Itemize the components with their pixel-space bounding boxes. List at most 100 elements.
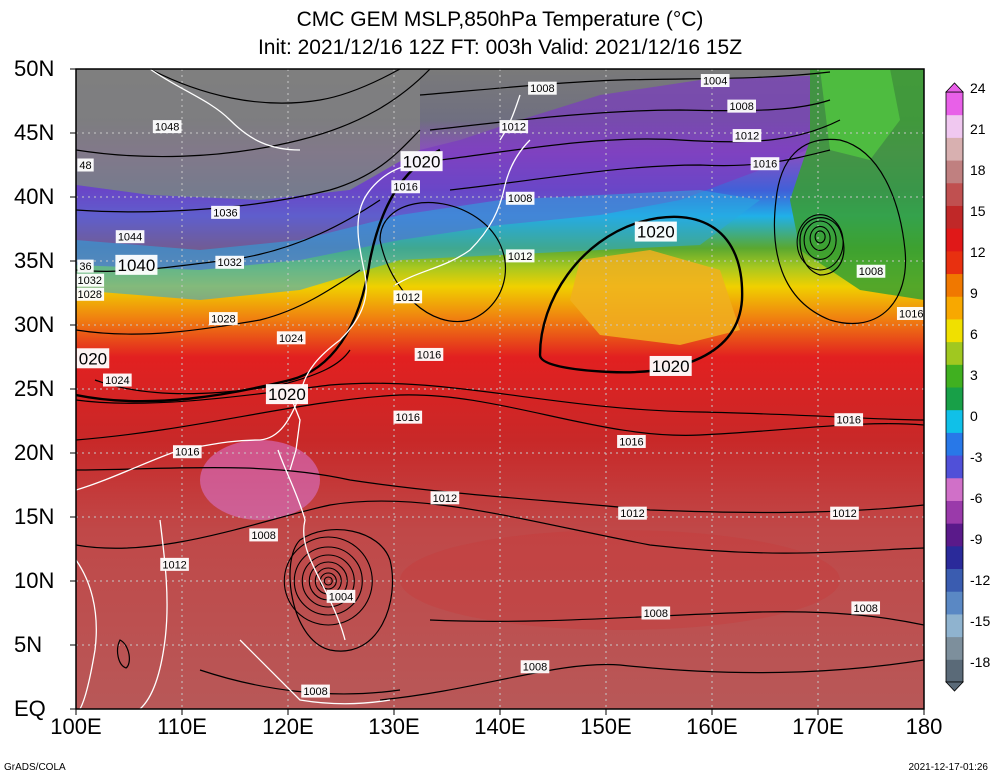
pressure-label: 1008 xyxy=(303,686,327,698)
isobar-line xyxy=(76,129,421,213)
coastline xyxy=(499,94,521,141)
label-box xyxy=(830,506,859,520)
colorbar-label: 6 xyxy=(970,326,978,342)
very-cold-band xyxy=(76,75,830,270)
low-isobar xyxy=(814,230,826,244)
pressure-label: 1008 xyxy=(523,662,547,674)
label-box xyxy=(160,557,189,571)
colorbar-label: 21 xyxy=(970,121,986,137)
pressure-label: 1008 xyxy=(251,530,275,542)
low-isobar xyxy=(803,220,837,260)
label-box xyxy=(76,348,110,369)
isobar-line xyxy=(116,639,130,669)
pressure-label: 48 xyxy=(79,160,91,172)
label-box xyxy=(391,180,420,194)
isobar-line xyxy=(289,529,394,652)
label-box xyxy=(265,384,308,405)
pressure-label: 1016 xyxy=(393,182,417,194)
pressure-label: 1032 xyxy=(217,257,241,269)
colorbar-bottom-arrow xyxy=(945,681,964,692)
isobar-1020 xyxy=(76,148,441,403)
label-box xyxy=(249,528,278,542)
coastline xyxy=(149,69,301,151)
label-box xyxy=(856,264,886,278)
isobar-line xyxy=(76,394,924,441)
colorbar-label: -15 xyxy=(970,613,991,629)
typhoon-isobar xyxy=(283,536,373,626)
pressure-label: 1024 xyxy=(279,333,303,345)
pressure-label: 1048 xyxy=(155,122,179,134)
colorbar-swatch xyxy=(946,182,963,206)
label-box xyxy=(618,506,647,520)
label-box xyxy=(77,158,94,172)
colorbar-swatch xyxy=(946,659,963,683)
coastline xyxy=(289,394,301,471)
pressure-label: 1008 xyxy=(729,101,753,113)
label-box xyxy=(276,331,306,345)
colorbar-swatch xyxy=(946,228,963,252)
label-box xyxy=(393,290,423,304)
pressure-label: 1012 xyxy=(508,251,532,263)
lat-label: 20N xyxy=(14,440,55,465)
isobar-line xyxy=(773,138,907,325)
colorbar-top-arrow xyxy=(945,82,964,93)
pressure-label: 1008 xyxy=(644,608,668,620)
colorbar-label: -18 xyxy=(970,654,991,670)
lat-label: 10N xyxy=(14,568,55,593)
colorbar-swatch xyxy=(946,545,963,570)
isobar-line xyxy=(149,69,401,104)
isobar-labels: 1004 1008 1008 1012 1012 1016 1048 1036 1044 1032… xyxy=(76,74,924,698)
isobar-line xyxy=(449,149,831,191)
warm-tongue xyxy=(820,69,900,160)
axis-ticks xyxy=(70,68,925,715)
colorbar-swatch xyxy=(946,114,963,138)
pressure-label: 1016 xyxy=(899,308,923,320)
pressure-label: 1008 xyxy=(530,83,554,95)
label-box xyxy=(215,255,245,269)
lon-label: 140E xyxy=(474,714,526,739)
colorbar-label: -9 xyxy=(970,531,983,547)
isobar-line xyxy=(76,269,361,335)
lon-label: 110E xyxy=(157,714,207,739)
colorbar-swatch xyxy=(946,364,963,388)
label-box xyxy=(414,347,444,361)
pressure-label: 1016 xyxy=(396,412,420,424)
colorbar-swatch xyxy=(946,613,963,638)
colorbar-swatch xyxy=(946,341,963,365)
colorbar xyxy=(945,82,964,692)
map-subtitle: Init: 2021/12/16 12Z FT: 003h Valid: 202… xyxy=(257,36,743,59)
isobar-line xyxy=(76,382,924,421)
isobar-line xyxy=(419,71,831,96)
isobar-line xyxy=(76,466,924,514)
pressure-label: 1032 xyxy=(78,275,102,287)
warm-area-south xyxy=(400,530,840,630)
colorbar-swatch xyxy=(946,273,963,297)
pressure-label: 1028 xyxy=(211,314,235,326)
label-box xyxy=(76,287,105,301)
isobar-line xyxy=(379,659,924,701)
pressure-label: 1008 xyxy=(853,603,877,615)
colorbar-label: 0 xyxy=(970,408,978,424)
isobar-line xyxy=(76,69,431,158)
coastline xyxy=(239,639,391,705)
colorbar-swatch xyxy=(946,387,963,411)
label-box xyxy=(727,99,756,113)
colorbar-swatch xyxy=(946,455,963,479)
label-box xyxy=(103,373,132,387)
label-box xyxy=(400,151,443,172)
pressure-label: 1012 xyxy=(433,493,457,505)
label-box xyxy=(76,273,105,287)
pressure-label: 1004 xyxy=(329,591,353,603)
label-box xyxy=(750,157,780,171)
typhoon-isobar xyxy=(301,554,355,608)
label-box xyxy=(649,355,692,376)
lon-label: 170E xyxy=(792,714,844,739)
colorbar-label: -3 xyxy=(970,449,983,465)
lat-label: 25N xyxy=(14,376,55,401)
lon-label: 160E xyxy=(686,714,738,739)
typhoon-isobar xyxy=(323,576,333,586)
label-box xyxy=(896,306,924,320)
label-box xyxy=(172,445,202,459)
lat-label: 45N xyxy=(14,120,55,145)
label-box xyxy=(834,413,864,427)
